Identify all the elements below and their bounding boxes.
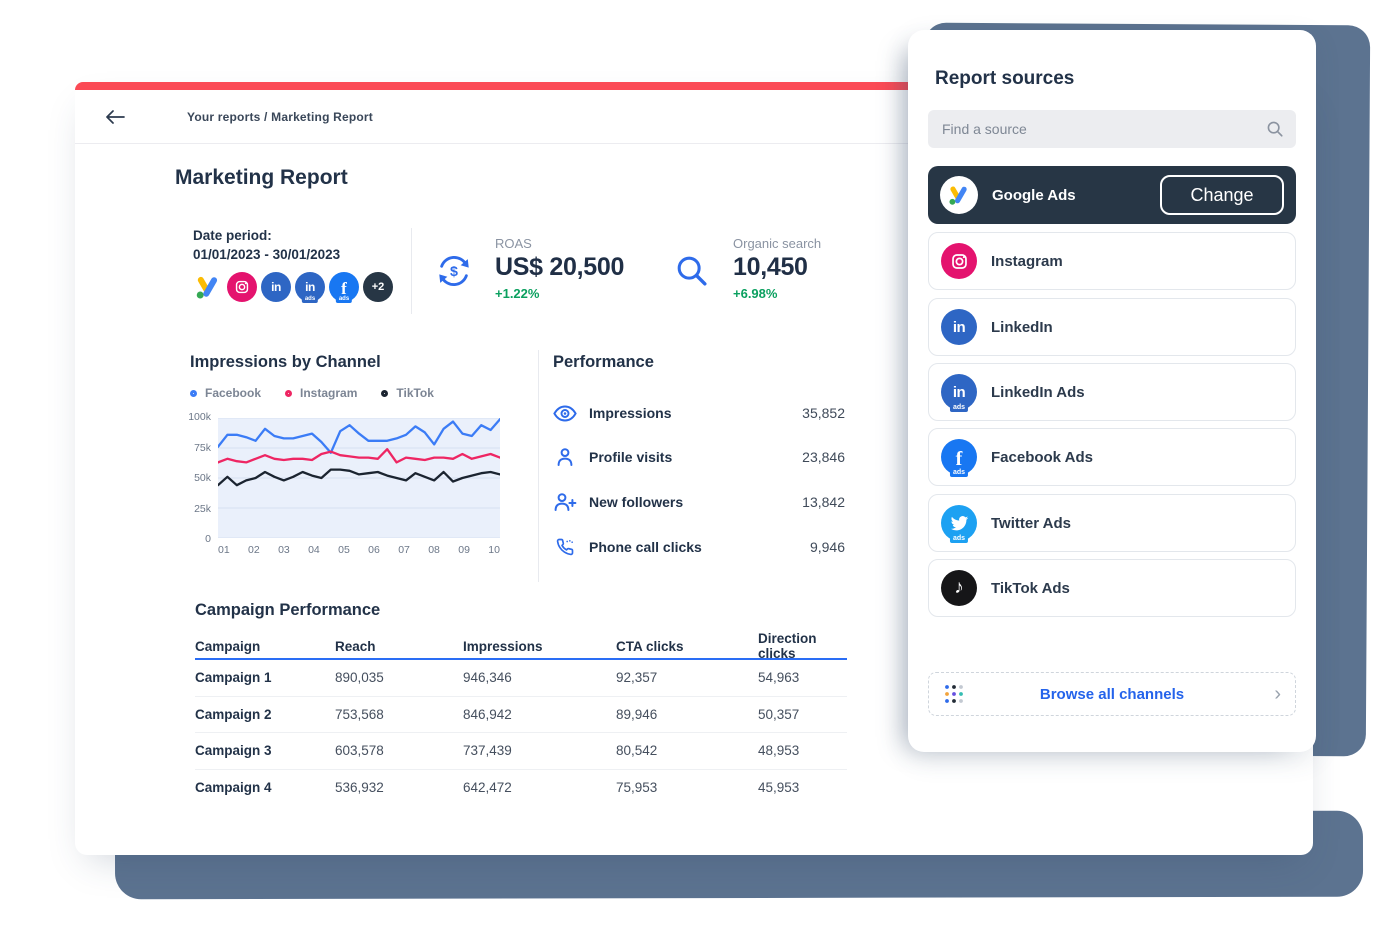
metric-roas: $ ROAS US$ 20,500 +1.22% <box>435 236 624 301</box>
table-row: Campaign 3 603,578 737,439 80,542 48,953 <box>195 733 847 770</box>
y-tick: 0 <box>205 533 211 545</box>
top-accent-bar <box>75 82 1313 90</box>
metric-label: ROAS <box>495 236 532 251</box>
breadcrumb[interactable]: Your reports / Marketing Report <box>187 109 374 124</box>
facebook-legend-dot <box>190 389 197 397</box>
x-tick: 01 <box>218 544 230 556</box>
y-tick: 75k <box>194 441 211 454</box>
campaign-table: Campaign Reach Impressions CTA clicks Di… <box>195 631 847 806</box>
source-card-linkedin-ads[interactable]: in ads LinkedIn Ads <box>928 363 1296 421</box>
chart-title: Impressions by Channel <box>190 353 381 371</box>
campaign-table-title: Campaign Performance <box>195 601 381 619</box>
page-title: Marketing Report <box>175 166 348 189</box>
back-arrow-icon <box>106 109 125 124</box>
metric-value: US$ 20,500 <box>495 253 625 281</box>
instagram-icon <box>227 272 257 302</box>
x-tick: 08 <box>428 544 440 556</box>
metric-label: Organic search <box>733 236 822 251</box>
source-card-linkedin[interactable]: in LinkedIn <box>928 298 1296 356</box>
table-row: Campaign 2 753,568 846,942 89,946 50,357 <box>195 697 847 733</box>
date-period-label: Date period: <box>193 228 272 243</box>
change-source-button[interactable]: Change <box>1160 175 1284 215</box>
facebook-ads-icon: f ads <box>329 272 359 303</box>
source-card-tiktok-ads[interactable]: ♪ TikTok Ads <box>928 559 1296 617</box>
metric-organic-search: Organic search 10,450 +6.98% <box>673 236 821 301</box>
performance-row-phone-call-clicks: Phone call clicks 9,946 <box>553 533 845 561</box>
google-ads-icon <box>193 272 223 302</box>
date-period-value: 01/01/2023 - 30/01/2023 <box>193 247 341 262</box>
back-button[interactable] <box>100 102 130 132</box>
y-tick: 100k <box>188 411 211 423</box>
metric-value: 10,450 <box>733 253 808 281</box>
performance-row-profile-visits: Profile visits 23,846 <box>553 443 845 471</box>
person-icon <box>557 448 573 466</box>
chart-x-axis: 01 02 03 04 05 06 07 08 09 10 <box>218 544 500 556</box>
magnifier-icon <box>677 256 707 286</box>
impressions-line-chart <box>218 418 500 538</box>
source-card-google-ads-selected[interactable]: Google Ads Change <box>928 166 1296 224</box>
source-card-facebook-ads[interactable]: f ads Facebook Ads <box>928 428 1296 486</box>
channels-grid-icon <box>945 685 963 703</box>
source-search <box>928 110 1296 148</box>
table-row: Campaign 4 536,932 642,472 75,953 45,953 <box>195 780 800 796</box>
x-tick: 04 <box>308 544 320 556</box>
chart-y-axis: 100k 75k 50k 25k 0 <box>163 411 211 545</box>
search-input[interactable] <box>928 110 1296 148</box>
browse-all-channels-button[interactable]: Browse all channels › <box>928 672 1296 716</box>
source-card-instagram[interactable]: Instagram <box>928 232 1296 290</box>
eye-icon <box>553 405 577 421</box>
x-tick: 07 <box>398 544 410 556</box>
linkedin-icon: in <box>261 272 291 302</box>
performance-row-new-followers: New followers 13,842 <box>553 488 845 516</box>
currency-cycle-icon: $ <box>439 255 469 287</box>
more-sources-badge[interactable]: +2 <box>363 272 393 302</box>
legend-item-tiktok[interactable]: TikTok <box>381 386 434 400</box>
table-row: Campaign 1 890,035 946,346 92,357 54,963 <box>195 660 847 697</box>
y-tick: 50k <box>194 472 211 484</box>
panel-title: Report sources <box>935 68 1075 89</box>
chart-legend: Facebook Instagram TikTok <box>190 386 434 400</box>
metric-delta: +6.98% <box>733 286 778 301</box>
browse-all-channels-label: Browse all channels <box>1039 685 1185 703</box>
metric-delta: +1.22% <box>495 286 540 301</box>
y-tick: 25k <box>194 502 211 515</box>
x-tick: 10 <box>488 544 500 556</box>
x-tick: 06 <box>368 544 380 556</box>
x-tick: 02 <box>248 544 260 556</box>
x-tick: 09 <box>458 544 470 556</box>
phone-icon <box>556 538 574 556</box>
person-plus-icon <box>554 493 576 511</box>
source-card-twitter-ads[interactable]: ads Twitter Ads <box>928 494 1296 552</box>
linkedin-ads-icon: in ads <box>295 272 325 303</box>
twitter-ads-icon: ads <box>941 505 977 543</box>
legend-item-facebook[interactable]: Facebook <box>190 386 261 400</box>
instagram-legend-dot <box>285 389 293 397</box>
tiktok-legend-dot <box>381 389 389 397</box>
report-header: Your reports / Marketing Report <box>75 90 1313 144</box>
facebook-ads-icon: f ads <box>941 439 977 477</box>
x-tick: 05 <box>338 544 350 556</box>
x-tick: 03 <box>278 544 290 556</box>
connected-sources-icons: in in ads f ads +2 <box>193 272 393 303</box>
tiktok-ads-icon: ♪ <box>941 570 977 606</box>
svg-text:$: $ <box>450 264 458 280</box>
instagram-icon <box>941 243 977 279</box>
divider <box>538 350 539 582</box>
linkedin-icon: in <box>941 309 977 345</box>
google-ads-icon <box>940 176 978 214</box>
linkedin-ads-icon: in ads <box>941 374 977 412</box>
legend-item-instagram[interactable]: Instagram <box>285 386 357 400</box>
performance-row-impressions: Impressions 35,852 <box>553 399 845 427</box>
report-sources-panel: Report sources Google Ads Change <box>908 30 1316 752</box>
performance-title: Performance <box>553 353 654 371</box>
table-header-row: Campaign Reach Impressions CTA clicks Di… <box>195 631 847 661</box>
search-icon <box>1267 121 1283 137</box>
chevron-right-icon: › <box>1274 683 1281 705</box>
divider <box>411 228 412 314</box>
